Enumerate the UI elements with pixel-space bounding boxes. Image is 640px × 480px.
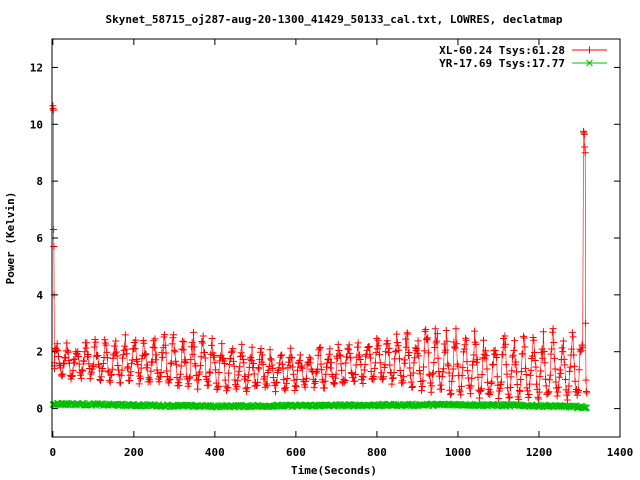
legend-swatch-marker [586, 46, 593, 54]
y-tick-label: 0 [36, 403, 43, 416]
x-tick-label: 1400 [607, 446, 634, 459]
legend-swatch-marker [586, 59, 593, 67]
series-xl-points [49, 102, 591, 404]
legend-label: YR-17.69 Tsys:17.77 [439, 57, 565, 70]
x-axis-label: Time(Seconds) [291, 464, 377, 477]
x-tick-label: 600 [286, 446, 306, 459]
y-tick-label: 4 [36, 289, 43, 302]
y-tick-label: 8 [36, 175, 43, 188]
x-tick-label: 1200 [526, 446, 553, 459]
x-tick-label: 800 [367, 446, 387, 459]
series-xl-line [52, 105, 588, 401]
series-layer [49, 102, 591, 412]
y-tick-label: 12 [30, 61, 43, 74]
y-tick-label: 2 [36, 346, 43, 359]
x-tick-label: 1000 [445, 446, 472, 459]
axis-ticks: 0 200 400 600 800 1000 1200 1400 0 2 4 6 8 10 12 [30, 39, 634, 459]
x-tick-label: 0 [49, 446, 56, 459]
y-tick-label: 10 [30, 118, 43, 131]
x-tick-label: 400 [205, 446, 225, 459]
chart-title: Skynet_58715_oj287-aug-20-1300_41429_501… [106, 13, 563, 26]
series-yr-points [49, 399, 591, 412]
y-axis-label: Power (Kelvin) [4, 192, 17, 285]
y-tick-label: 6 [36, 232, 43, 245]
x-tick-label: 200 [124, 446, 144, 459]
legend-label: XL-60.24 Tsys:61.28 [439, 44, 565, 57]
